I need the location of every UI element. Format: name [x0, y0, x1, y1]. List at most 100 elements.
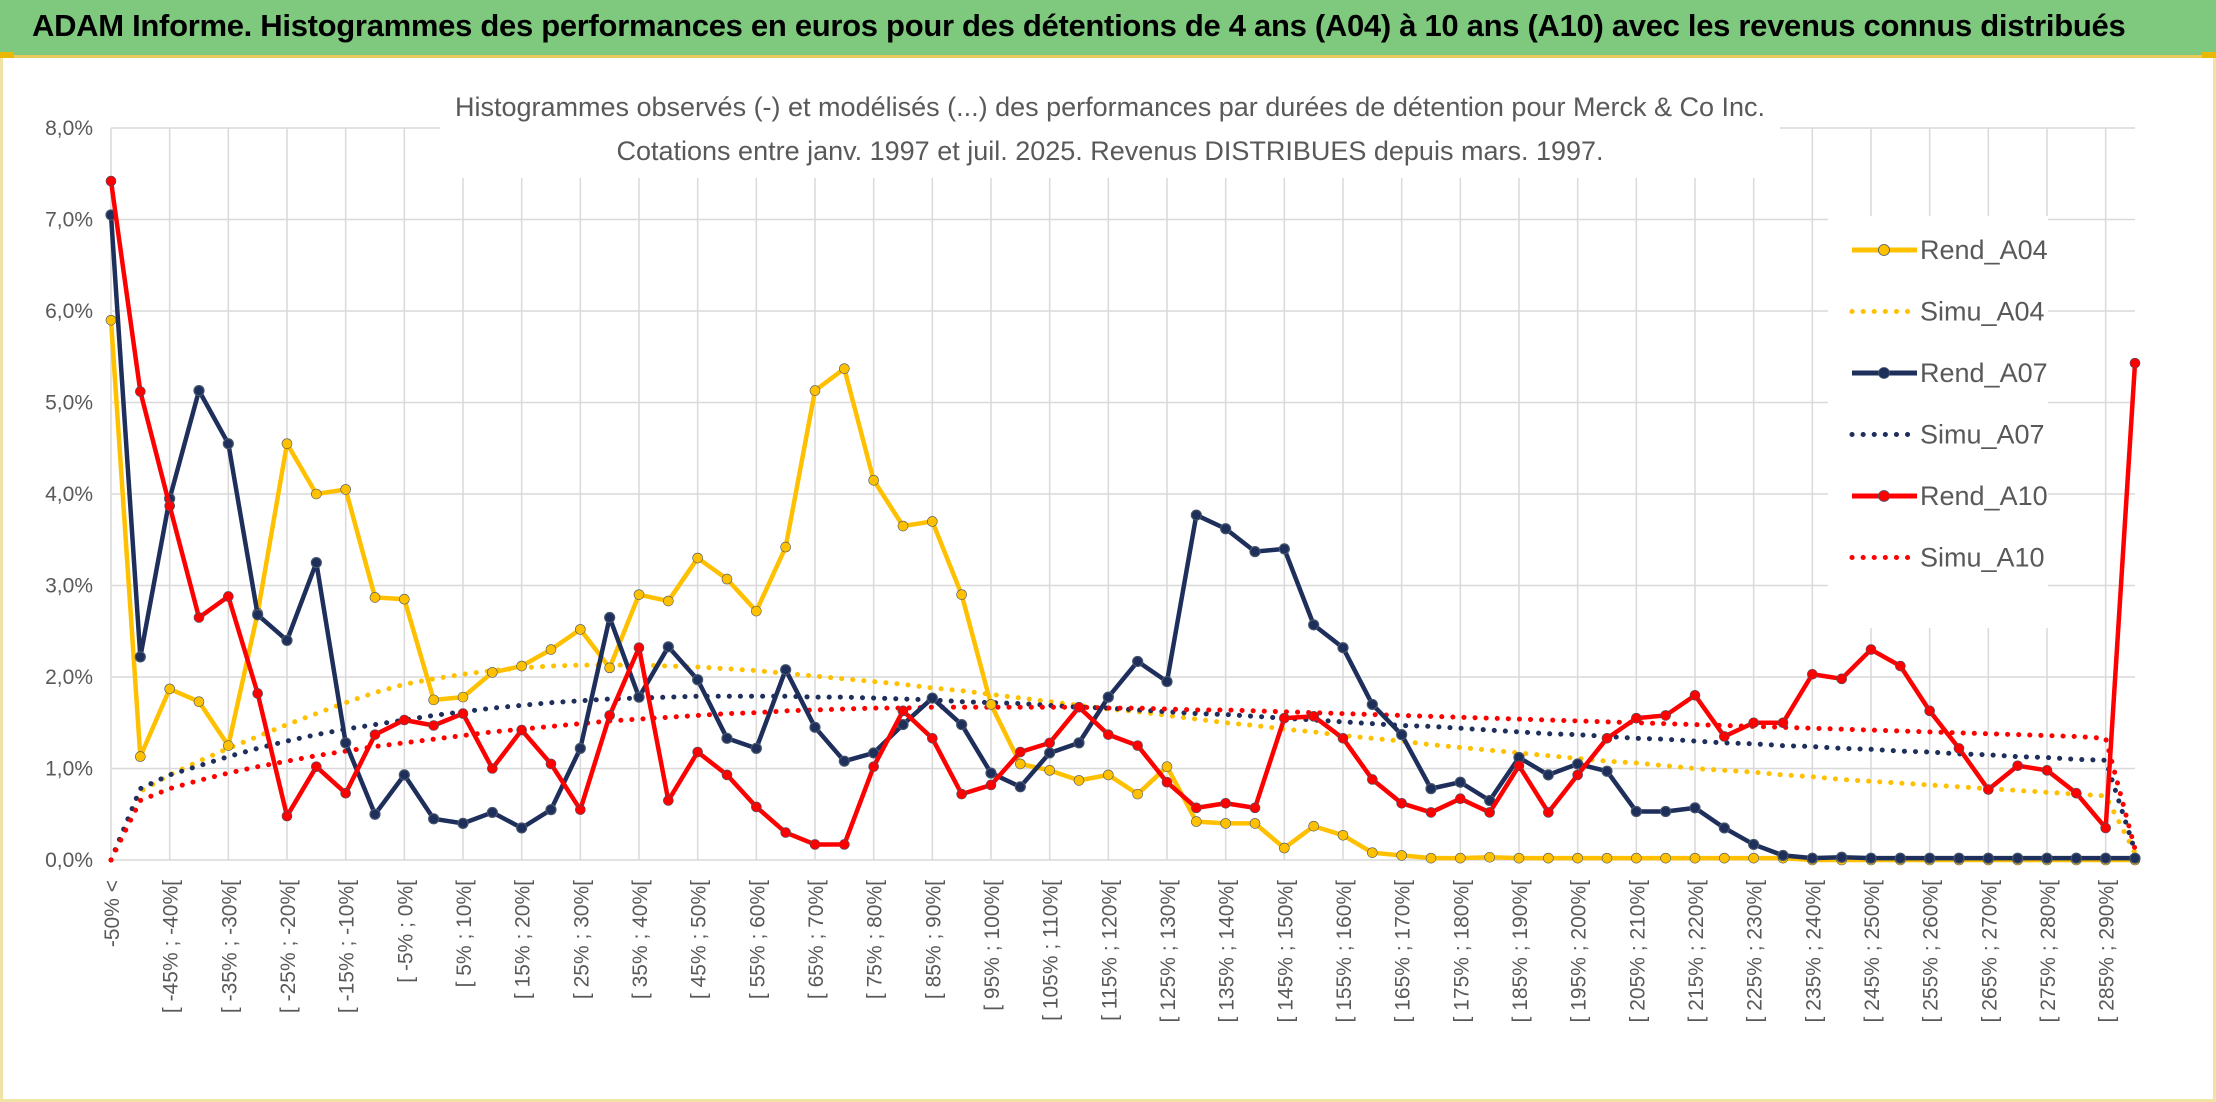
- data-point: [457, 708, 469, 719]
- data-point: [604, 662, 615, 674]
- series-line: [108, 319, 2135, 863]
- data-point: [1719, 731, 1730, 742]
- data-point: [399, 593, 410, 605]
- data-point: [721, 769, 733, 781]
- x-tick-label: [ 275% ; 280%[: [2037, 880, 2060, 1023]
- x-tick-label: [ 35% ; 40%[: [629, 880, 652, 999]
- data-point: [399, 714, 410, 726]
- data-point: [1161, 675, 1173, 688]
- data-point: [134, 651, 146, 663]
- x-tick-label: [ 145% ; 150%[: [1274, 880, 1297, 1023]
- data-point: [2071, 787, 2082, 799]
- data-point: [1015, 758, 1026, 770]
- data-point: [1191, 802, 1202, 814]
- data-point: [633, 642, 645, 654]
- x-tick-label: [ 135% ; 140%[: [1216, 880, 1239, 1023]
- data-point: [780, 541, 791, 553]
- data-point: [545, 758, 557, 770]
- data-point: [692, 552, 703, 564]
- data-point: [281, 810, 293, 822]
- data-point: [311, 761, 322, 772]
- x-tick-label: [ 195% ; 200%[: [1568, 880, 1591, 1023]
- data-point: [1044, 737, 1055, 749]
- legend-label: Simu_A04: [1920, 297, 2045, 327]
- legend-label: Rend_A10: [1920, 481, 2048, 511]
- data-point: [985, 767, 997, 779]
- data-point: [868, 761, 879, 772]
- histogram-chart: 0,0% 1,0% 2,0% 3,0% 4,0% 5,0% 6,0% 7,0% 8,0% -50…: [45, 86, 2141, 1023]
- data-point: [2012, 852, 2024, 864]
- data-point: [1572, 758, 1584, 770]
- data-point: [340, 787, 351, 799]
- data-point: [927, 516, 938, 527]
- x-tick-label: [ 25% ; 30%[: [570, 880, 593, 999]
- data-point: [1543, 807, 1554, 818]
- data-point: [1015, 746, 1026, 758]
- y-tick-label: 5,0%: [45, 392, 93, 415]
- data-point: [1396, 850, 1407, 861]
- data-point: [985, 779, 997, 791]
- data-point: [1719, 852, 1730, 864]
- data-point: [1190, 509, 1202, 521]
- data-point: [1924, 852, 1936, 864]
- chart-subtitle: Cotations entre janv. 1997 et juil. 2025…: [616, 136, 1603, 166]
- data-point: [1718, 822, 1730, 834]
- data-point: [1249, 546, 1261, 558]
- data-point: [1455, 793, 1466, 804]
- data-point: [692, 674, 704, 686]
- x-tick-label: [ 65% ; 70%[: [805, 880, 828, 999]
- data-point: [105, 314, 117, 326]
- legend-item: Rend_A04: [1852, 235, 2048, 265]
- series-rend-a07: [105, 209, 2141, 864]
- data-point: [1132, 788, 1143, 800]
- data-point: [193, 612, 205, 623]
- data-point: [604, 611, 616, 624]
- data-point: [1660, 852, 1671, 864]
- data-point: [751, 605, 762, 617]
- data-point: [1308, 820, 1319, 832]
- y-tick-label: 1,0%: [45, 758, 93, 781]
- data-point: [105, 175, 117, 187]
- data-point: [2100, 852, 2112, 864]
- data-point: [2070, 852, 2082, 864]
- data-point: [1337, 642, 1349, 654]
- data-point: [985, 699, 997, 710]
- data-point: [516, 724, 527, 736]
- data-point: [1748, 852, 1759, 864]
- report-title: ADAM Informe. Histogrammes des performan…: [32, 8, 2126, 43]
- x-tick-label: [ 155% ; 160%[: [1333, 880, 1356, 1023]
- data-point: [457, 817, 469, 830]
- data-point: [222, 438, 234, 450]
- data-point: [809, 721, 821, 733]
- data-point: [575, 624, 586, 635]
- series-line: [108, 662, 2138, 863]
- data-point: [927, 733, 938, 744]
- data-point: [2129, 852, 2141, 864]
- x-tick-label: [ 15% ; 20%[: [512, 880, 535, 999]
- x-tick-label: [ -35% ; -30%[: [218, 880, 241, 1013]
- data-point: [1161, 776, 1173, 788]
- data-point: [897, 520, 909, 532]
- data-point: [1513, 852, 1525, 864]
- series-line: [108, 704, 2138, 863]
- data-point: [1308, 711, 1319, 722]
- data-point: [1630, 805, 1642, 818]
- data-point: [956, 589, 967, 600]
- data-point: [1014, 781, 1026, 793]
- data-point: [1044, 747, 1056, 759]
- x-tick-label: [ -15% ; -10%[: [336, 880, 359, 1013]
- data-point: [1103, 729, 1114, 740]
- data-point: [1278, 543, 1290, 555]
- data-point: [281, 634, 293, 647]
- data-point: [663, 795, 674, 806]
- data-point: [575, 804, 586, 815]
- data-point: [135, 751, 146, 762]
- x-tick-label: [ 85% ; 90%[: [922, 880, 945, 999]
- legend-label: Rend_A07: [1920, 358, 2048, 388]
- data-point: [1865, 644, 1877, 655]
- legend-label: Rend_A04: [1920, 235, 2048, 265]
- data-point: [487, 667, 498, 678]
- data-point: [1396, 797, 1407, 809]
- series-line: [108, 214, 2135, 861]
- x-tick-label: [ 75% ; 80%[: [864, 880, 887, 999]
